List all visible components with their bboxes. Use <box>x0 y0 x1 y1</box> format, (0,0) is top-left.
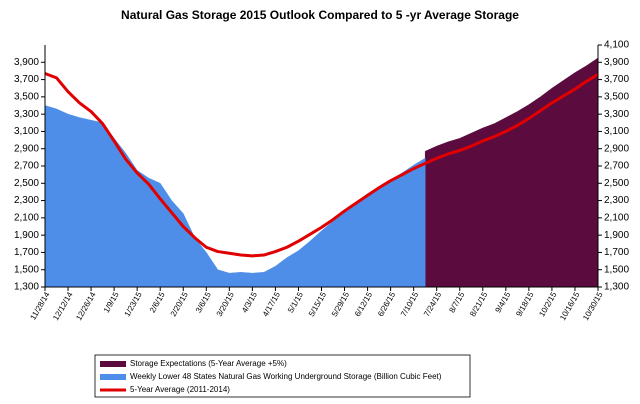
y2-tick-label: 2,300 <box>604 195 629 206</box>
x-tick-label: 3/6/15 <box>194 290 213 314</box>
y-tick-label: 2,100 <box>14 212 39 223</box>
x-tick-label: 8/7/15 <box>447 290 466 314</box>
y-tick-label: 3,900 <box>14 57 39 68</box>
y2-tick-label: 1,700 <box>604 247 629 258</box>
x-tick-label: 7/24/15 <box>422 290 443 318</box>
x-tick-label: 9/4/15 <box>493 290 512 314</box>
y2-tick-label: 2,500 <box>604 178 629 189</box>
x-tick-label: 5/29/15 <box>330 290 351 318</box>
x-tick-label: 10/2/15 <box>537 290 558 318</box>
x-tick-label: 6/12/15 <box>353 290 374 318</box>
y-tick-label: 3,300 <box>14 109 39 120</box>
x-tick-label: 4/3/15 <box>240 290 259 314</box>
y2-tick-label: 1,500 <box>604 264 629 275</box>
legend-label: Weekly Lower 48 States Natural Gas Worki… <box>130 372 442 381</box>
y-tick-label: 1,500 <box>14 264 39 275</box>
y2-tick-label: 3,700 <box>604 74 629 85</box>
y2-tick-label: 3,100 <box>604 126 629 137</box>
y2-tick-label: 3,500 <box>604 91 629 102</box>
x-tick-label: 3/20/15 <box>215 290 236 318</box>
legend-label: 5-Year Average (2011-2014) <box>130 385 230 394</box>
y-tick-label: 1,900 <box>14 230 39 241</box>
y2-tick-label: 2,900 <box>604 143 629 154</box>
legend-label: Storage Expectations (5-Year Average +5%… <box>130 359 287 368</box>
y-tick-label: 1,300 <box>14 282 39 293</box>
x-tick-label: 1/9/15 <box>102 290 121 314</box>
x-tick-label: 4/17/15 <box>261 290 282 318</box>
x-tick-label: 7/10/15 <box>399 290 420 318</box>
legend-swatch <box>100 374 126 380</box>
x-tick-label: 12/26/14 <box>74 290 98 322</box>
y-tick-label: 2,900 <box>14 143 39 154</box>
y-tick-label: 2,500 <box>14 178 39 189</box>
y2-tick-label: 1,900 <box>604 230 629 241</box>
x-tick-label: 10/16/15 <box>558 290 582 322</box>
y2-tick-label: 2,700 <box>604 161 629 172</box>
legend-box <box>94 354 471 398</box>
y2-tick-label: 2,100 <box>604 212 629 223</box>
x-tick-label: 11/28/14 <box>28 290 51 321</box>
legend-swatch <box>100 361 126 367</box>
y-tick-label: 3,100 <box>14 126 39 137</box>
x-tick-label: 5/15/15 <box>307 290 328 318</box>
y-tick-label: 3,500 <box>14 91 39 102</box>
x-tick-label: 8/21/15 <box>468 290 489 318</box>
x-tick-label: 9/18/15 <box>514 290 535 318</box>
x-tick-label: 5/1/15 <box>286 290 305 314</box>
y2-tick-label: 3,300 <box>604 109 629 120</box>
x-tick-label: 2/6/15 <box>148 290 167 314</box>
x-tick-label: 1/23/15 <box>123 290 144 318</box>
y2-tick-label: 3,900 <box>604 57 629 68</box>
x-tick-label: 6/26/15 <box>376 290 397 318</box>
x-tick-label: 2/20/15 <box>169 290 190 318</box>
x-tick-label: 10/30/15 <box>581 290 605 322</box>
y-tick-label: 2,300 <box>14 195 39 206</box>
line <box>44 72 599 258</box>
y-tick-label: 1,700 <box>14 247 39 258</box>
x-tick-label: 12/12/14 <box>51 290 75 322</box>
y2-tick-label: 4,100 <box>604 40 629 51</box>
chart-title: Natural Gas Storage 2015 Outlook Compare… <box>121 8 519 22</box>
y-tick-label: 3,700 <box>14 74 39 85</box>
y2-tick-label: 1,300 <box>604 282 629 293</box>
y-tick-label: 2,700 <box>14 161 39 172</box>
